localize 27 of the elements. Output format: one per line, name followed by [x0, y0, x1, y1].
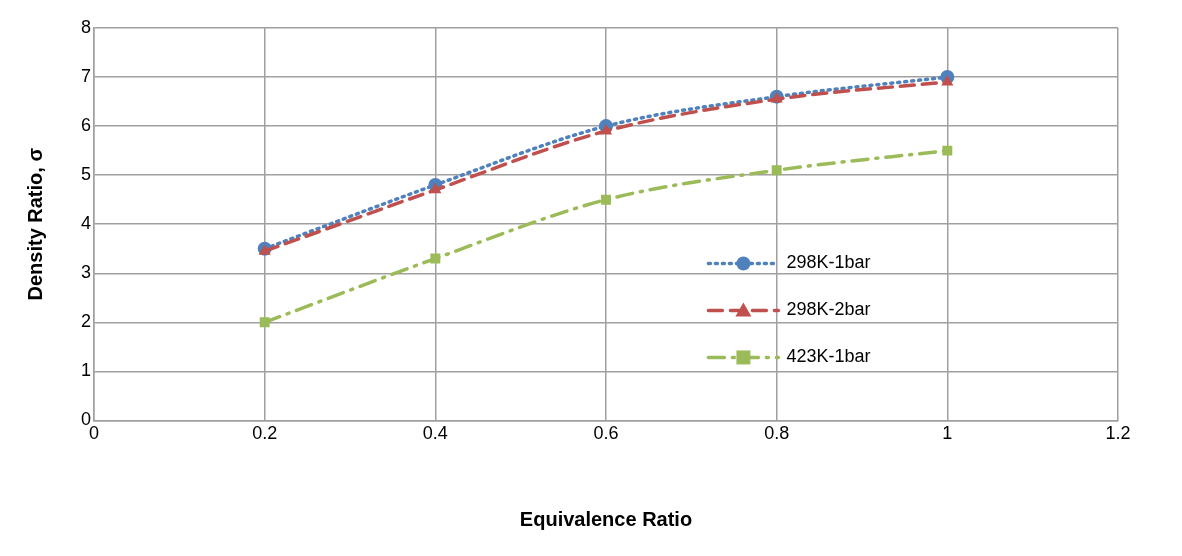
y-tick-label: 5 — [81, 164, 92, 185]
point — [942, 145, 953, 156]
x-tick-label: 0.2 — [252, 423, 278, 444]
legend-label: 298K-1bar — [786, 252, 871, 273]
y-axis-title: Density Ratio, σ — [23, 147, 46, 301]
legend-label: 298K-2bar — [786, 299, 871, 320]
x-tick-label: 0.6 — [593, 423, 619, 444]
y-tick-label: 6 — [81, 115, 92, 136]
point — [599, 124, 613, 135]
x-tick-label: 1.2 — [1105, 423, 1131, 444]
point — [601, 194, 611, 205]
y-tick-label: 2 — [81, 311, 92, 332]
y-tick-label: 7 — [81, 66, 92, 87]
point — [429, 182, 442, 194]
x-tick-label: 0.8 — [764, 423, 790, 444]
y-tick-label: 3 — [81, 262, 92, 283]
y-tick-label: 8 — [81, 16, 92, 37]
x-tick-label: 0.4 — [422, 423, 448, 444]
point — [430, 253, 441, 264]
legend-label: 423K-1bar — [786, 346, 871, 367]
y-tick-label: 1 — [81, 360, 92, 381]
point — [771, 165, 782, 176]
point — [259, 317, 270, 328]
x-tick-label: 1 — [942, 423, 953, 444]
y-tick-label: 4 — [81, 213, 92, 234]
point — [941, 74, 954, 86]
x-axis-title: Equivalence Ratio — [519, 507, 693, 530]
